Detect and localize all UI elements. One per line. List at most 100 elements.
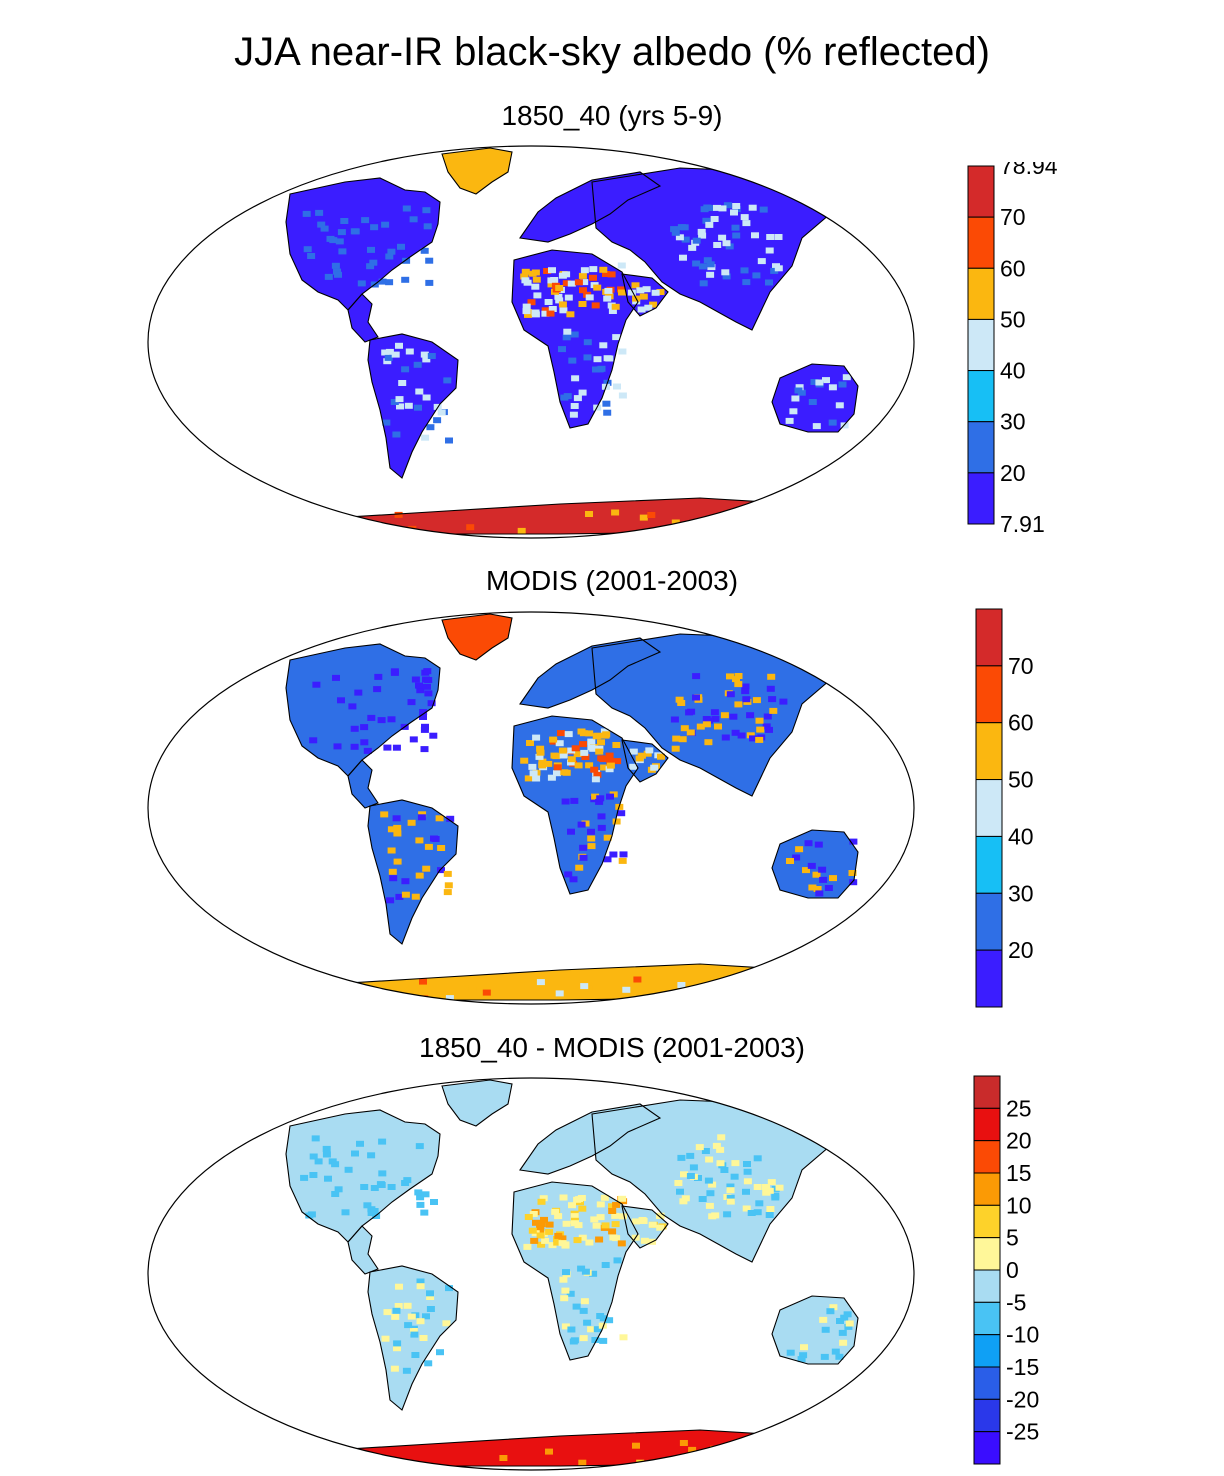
- colorbar-swatch: [973, 1075, 1001, 1109]
- coastline-greenland: [441, 147, 513, 195]
- colorbar-model: 7.91 20 30 40 50 60 70 78.94: [967, 162, 1058, 532]
- coastline-africa: [511, 249, 639, 429]
- landmass-centralAmerica: [348, 1226, 378, 1274]
- landmass-northAmerica: [286, 178, 440, 310]
- coastline-europe: [519, 1103, 662, 1175]
- colorbar-label: 78.94: [1000, 162, 1058, 179]
- coastline-europe: [519, 637, 662, 709]
- landmass-centralAmerica: [348, 294, 378, 342]
- colorbar-swatch: [973, 1301, 1001, 1336]
- landmass-southAmerica: [368, 1266, 458, 1410]
- colorbar-label: 60: [1008, 710, 1034, 736]
- landmass-northAmerica: [286, 644, 440, 776]
- colorbar-swatch: [967, 267, 995, 320]
- map-fill-obs: [148, 612, 914, 1004]
- coastline-africa: [511, 715, 639, 895]
- coastline-northAmerica: [285, 177, 441, 311]
- map-border: [147, 145, 915, 539]
- colorbar-label: -5: [1006, 1289, 1026, 1315]
- colorbar-label: 60: [1000, 255, 1026, 281]
- colorbar-label: -20: [1006, 1386, 1039, 1412]
- main-title: JJA near-IR black-sky albedo (% reflecte…: [234, 30, 990, 74]
- map-obs: [147, 611, 915, 1005]
- landmass-centralAmerica: [348, 760, 378, 808]
- colorbar-diff: -25 -20 -15 -10 -5 0 5 10 15 20 25: [973, 1075, 1039, 1465]
- panel-title-diff: 1850_40 - MODIS (2001-2003): [419, 1032, 805, 1063]
- colorbar-swatch: [967, 318, 995, 372]
- coastline-centralAmerica: [347, 1225, 379, 1275]
- colorbar-swatch: [975, 835, 1003, 894]
- landmass-australia: [772, 1296, 858, 1364]
- colorbar-swatch: [967, 472, 995, 525]
- colorbar-label: 7.91: [1000, 511, 1045, 532]
- coastline-arabia: [621, 739, 669, 783]
- colorbar-label: -25: [1006, 1419, 1039, 1445]
- landmass-australia: [772, 364, 858, 432]
- colorbar-swatch: [967, 421, 995, 474]
- colorbar-swatch: [975, 892, 1003, 951]
- colorbar-label: 5: [1006, 1225, 1019, 1251]
- coastline-southAmerica: [367, 333, 459, 479]
- colorbar-swatch: [973, 1398, 1001, 1433]
- colorbar-label: 50: [1008, 767, 1034, 793]
- map-fill-model: [148, 146, 914, 538]
- landmass-asia: [592, 168, 830, 330]
- panel-title-obs: MODIS (2001-2003): [485, 565, 739, 596]
- colorbar-label: -10: [1006, 1322, 1039, 1348]
- colorbar-swatch: [967, 165, 995, 218]
- landmass-northAmerica: [286, 1110, 440, 1242]
- colorbar-label: 30: [1008, 880, 1034, 906]
- landmass-southAmerica: [368, 334, 458, 478]
- colorbar-label: 20: [1006, 1128, 1032, 1154]
- coastline-arabia: [621, 1205, 669, 1249]
- colorbar-swatch: [975, 608, 1003, 667]
- coastline-centralAmerica: [347, 759, 379, 809]
- map-border: [147, 1077, 915, 1471]
- coastline-arabia: [621, 273, 669, 317]
- colorbar-label: 20: [1000, 460, 1026, 486]
- coastline-northAmerica: [285, 1109, 441, 1243]
- colorbar-swatch: [975, 722, 1003, 781]
- colorbar-obs: 20 30 40 50 60 70: [975, 608, 1034, 1008]
- colorbar-swatch: [973, 1107, 1001, 1142]
- colorbar-swatch: [973, 1204, 1001, 1239]
- coastline-africa: [511, 1181, 639, 1361]
- colorbar-swatch: [973, 1172, 1001, 1206]
- coastline-europe: [519, 171, 662, 243]
- colorbar-swatch: [973, 1366, 1001, 1400]
- colorbar-label: 25: [1006, 1095, 1032, 1121]
- colorbar-label: 50: [1000, 306, 1026, 332]
- map-diff: [147, 1077, 915, 1471]
- colorbar-swatch: [975, 665, 1003, 724]
- colorbar-label: 15: [1006, 1160, 1032, 1186]
- coastline-southAmerica: [367, 1265, 459, 1411]
- coastline-greenland: [441, 1079, 513, 1127]
- colorbar-label: 70: [1008, 653, 1034, 679]
- colorbar-swatch: [967, 216, 995, 269]
- landmass-greenland: [442, 148, 512, 194]
- colorbar-label: -15: [1006, 1354, 1039, 1380]
- colorbar-label: 40: [1000, 358, 1026, 384]
- colorbar-label: 10: [1006, 1192, 1032, 1218]
- colorbar-swatch: [973, 1334, 1001, 1368]
- coastline-australia: [771, 1295, 859, 1365]
- coastline-australia: [771, 829, 859, 899]
- landmass-greenland: [442, 614, 512, 660]
- colorbar-swatch: [975, 779, 1003, 837]
- colorbar-label: 20: [1008, 937, 1034, 963]
- panel-title-model: 1850_40 (yrs 5-9): [501, 100, 723, 131]
- colorbar-label: 30: [1000, 409, 1026, 435]
- colorbar-swatch: [973, 1140, 1001, 1174]
- coastline-northAmerica: [285, 643, 441, 777]
- coastline-australia: [771, 363, 859, 433]
- colorbar-swatch: [975, 949, 1003, 1008]
- map-border: [147, 611, 915, 1005]
- colorbar-label: 0: [1006, 1257, 1019, 1283]
- colorbar-swatch: [973, 1269, 1001, 1303]
- map-fill-diff: [148, 1078, 914, 1470]
- colorbar-swatch: [967, 370, 995, 423]
- colorbar-label: 70: [1000, 204, 1026, 230]
- coastline-southAmerica: [367, 799, 459, 945]
- colorbar-swatch: [973, 1237, 1001, 1271]
- coastline-greenland: [441, 613, 513, 661]
